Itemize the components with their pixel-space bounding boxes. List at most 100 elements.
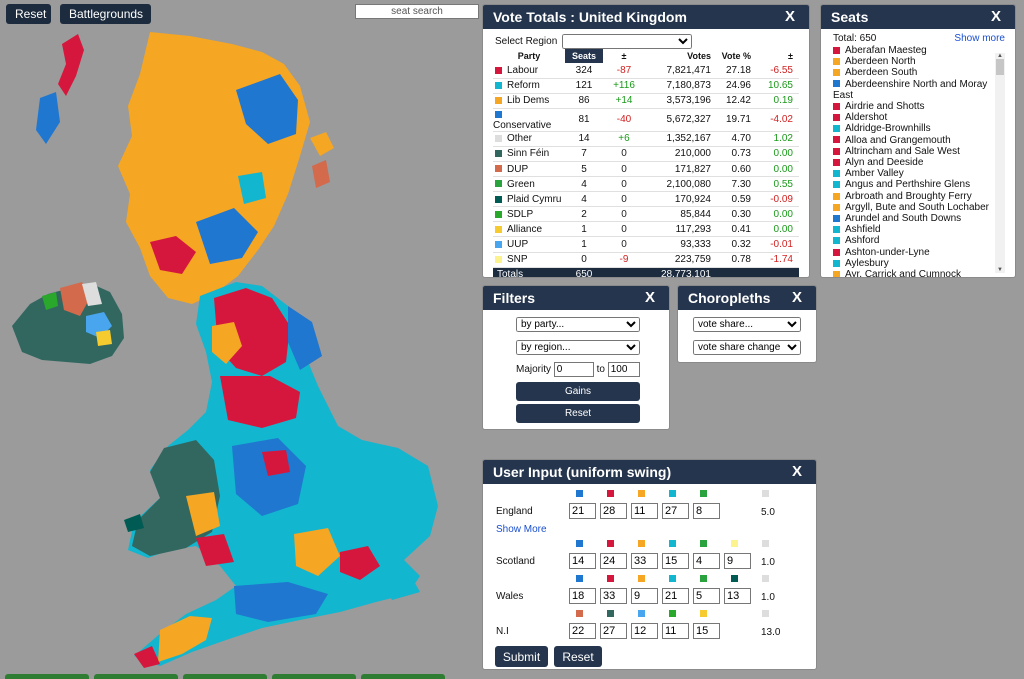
- uk-constituency-map[interactable]: [0, 26, 470, 671]
- map-region-ni-north[interactable]: [82, 282, 102, 306]
- table-row[interactable]: Plaid Cymru 4 0 170,924 0.59 -0.09: [493, 191, 799, 208]
- map-region-orkney[interactable]: [310, 132, 334, 156]
- swing-value-input[interactable]: [693, 503, 720, 519]
- map-region-western-isles[interactable]: [58, 34, 84, 96]
- swing-value-input[interactable]: [600, 553, 627, 569]
- map-region-southwest[interactable]: [158, 616, 212, 662]
- table-row[interactable]: Lib Dems 86 +14 3,573,196 12.42 0.19: [493, 93, 799, 109]
- table-row[interactable]: Sinn Féin 7 0 210,000 0.73 0.00: [493, 146, 799, 162]
- table-row[interactable]: Alliance 1 0 117,293 0.41 0.00: [493, 221, 799, 238]
- vote-share-select[interactable]: vote share...: [693, 317, 801, 332]
- col-party[interactable]: Party: [517, 51, 541, 61]
- region-filter-select[interactable]: by region...: [516, 340, 640, 355]
- map-region-south-coast[interactable]: [234, 582, 328, 622]
- swing-value-input[interactable]: [600, 588, 627, 604]
- map-region-yorkshire[interactable]: [288, 306, 322, 370]
- list-item[interactable]: Airdrie and Shotts: [833, 101, 991, 112]
- map-region-scotland-northeast[interactable]: [236, 74, 298, 144]
- col-vote-pct-change[interactable]: ±: [788, 51, 793, 61]
- table-row[interactable]: SDLP 2 0 85,844 0.30 0.00: [493, 206, 799, 223]
- filters-close-icon[interactable]: X: [644, 289, 655, 306]
- user-input-show-more-link[interactable]: Show More: [496, 524, 547, 535]
- col-seats[interactable]: Seats: [565, 49, 603, 63]
- list-item[interactable]: Aldridge-Brownhills: [833, 123, 991, 134]
- map-region-skye[interactable]: [36, 92, 60, 144]
- map-region-scotland-central[interactable]: [150, 236, 196, 274]
- list-item[interactable]: Aberdeen North: [833, 56, 991, 67]
- bottom-tab[interactable]: [94, 674, 178, 679]
- list-item[interactable]: Altrincham and Sale West: [833, 146, 991, 157]
- map-region-home-counties[interactable]: [294, 528, 340, 576]
- filters-reset-button[interactable]: Reset: [516, 404, 640, 423]
- seat-search-input[interactable]: [355, 4, 479, 19]
- list-item[interactable]: Angus and Perthshire Glens: [833, 179, 991, 190]
- vote-totals-close-icon[interactable]: X: [784, 8, 795, 25]
- swing-value-input[interactable]: [662, 553, 689, 569]
- list-item[interactable]: Ayr, Carrick and Cumnock: [833, 269, 991, 277]
- table-row[interactable]: SNP 0 -9 223,759 0.78 -1.74: [493, 252, 799, 268]
- submit-button[interactable]: Submit: [495, 646, 548, 667]
- map-region-shetland[interactable]: [312, 160, 330, 188]
- list-item[interactable]: Argyll, Bute and South Lochaber: [833, 202, 991, 213]
- swing-value-input[interactable]: [724, 588, 751, 604]
- swing-value-input[interactable]: [631, 503, 658, 519]
- party-filter-select[interactable]: by party...: [516, 317, 640, 332]
- map-region-ni-east[interactable]: [60, 282, 90, 316]
- scroll-thumb[interactable]: [996, 59, 1004, 75]
- majority-to-input[interactable]: [607, 362, 640, 377]
- swing-value-input[interactable]: [631, 623, 658, 639]
- swing-value-input[interactable]: [662, 503, 689, 519]
- seat-list-scrollbar[interactable]: ▲ ▼: [995, 53, 1005, 273]
- list-item[interactable]: Aberdeenshire North and Moray East: [833, 79, 991, 101]
- list-item[interactable]: Aldershot: [833, 112, 991, 123]
- list-item[interactable]: Arbroath and Broughty Ferry: [833, 191, 991, 202]
- swing-value-input[interactable]: [569, 503, 596, 519]
- map-region-midlands[interactable]: [232, 438, 306, 516]
- swing-value-input[interactable]: [600, 503, 627, 519]
- col-seat-change[interactable]: ±: [621, 51, 627, 61]
- map-region-scotland-east[interactable]: [196, 208, 258, 264]
- map-region-ni-south[interactable]: [96, 330, 112, 346]
- swing-value-input[interactable]: [569, 623, 596, 639]
- table-row[interactable]: UUP 1 0 93,333 0.32 -0.01: [493, 236, 799, 253]
- swing-value-input[interactable]: [631, 553, 658, 569]
- swing-value-input[interactable]: [569, 553, 596, 569]
- scroll-up-icon[interactable]: ▲: [997, 53, 1003, 59]
- map-region-london[interactable]: [340, 546, 380, 580]
- list-item[interactable]: Aberdeen South: [833, 67, 991, 78]
- map-region-cumbria[interactable]: [212, 322, 242, 364]
- bottom-tab[interactable]: [361, 674, 445, 679]
- swing-value-input[interactable]: [662, 623, 689, 639]
- table-row[interactable]: Other 14 +6 1,352,167 4.70 1.02: [493, 131, 799, 147]
- majority-from-input[interactable]: [553, 362, 594, 377]
- map-region-wales-south[interactable]: [196, 534, 234, 566]
- swing-value-input[interactable]: [662, 588, 689, 604]
- table-row[interactable]: Reform 121 +116 7,180,873 24.96 10.65: [493, 78, 799, 94]
- bottom-tab[interactable]: [5, 674, 89, 679]
- list-item[interactable]: Aylesbury: [833, 258, 991, 269]
- scroll-down-icon[interactable]: ▼: [997, 267, 1003, 273]
- map-region-midlands-west[interactable]: [262, 450, 290, 476]
- battlegrounds-button[interactable]: Battlegrounds: [60, 4, 151, 24]
- map-region-cornwall[interactable]: [134, 646, 160, 668]
- bottom-tab[interactable]: [183, 674, 267, 679]
- gains-button[interactable]: Gains: [516, 382, 640, 401]
- user-input-reset-button[interactable]: Reset: [554, 646, 602, 667]
- map-region-anglesey[interactable]: [124, 514, 144, 532]
- list-item[interactable]: Alyn and Deeside: [833, 157, 991, 168]
- list-item[interactable]: Ashton-under-Lyne: [833, 247, 991, 258]
- map-region-lancs-yorks[interactable]: [220, 376, 300, 428]
- swing-value-input[interactable]: [569, 588, 596, 604]
- list-item[interactable]: Alloa and Grangemouth: [833, 135, 991, 146]
- bottom-tab[interactable]: [272, 674, 356, 679]
- choropleths-close-icon[interactable]: X: [791, 289, 802, 306]
- list-item[interactable]: Ashford: [833, 235, 991, 246]
- table-row[interactable]: DUP 5 0 171,827 0.60 0.00: [493, 161, 799, 178]
- map-region-east-anglia[interactable]: [360, 446, 428, 506]
- vote-share-change-select[interactable]: vote share change: [693, 340, 801, 355]
- table-row[interactable]: Labour 324 -87 7,821,471 27.18 -6.55: [493, 63, 799, 79]
- col-vote-pct[interactable]: Vote %: [721, 51, 751, 61]
- swing-value-input[interactable]: [693, 623, 720, 639]
- list-item[interactable]: Aberafan Maesteg: [833, 45, 991, 56]
- swing-value-input[interactable]: [724, 553, 751, 569]
